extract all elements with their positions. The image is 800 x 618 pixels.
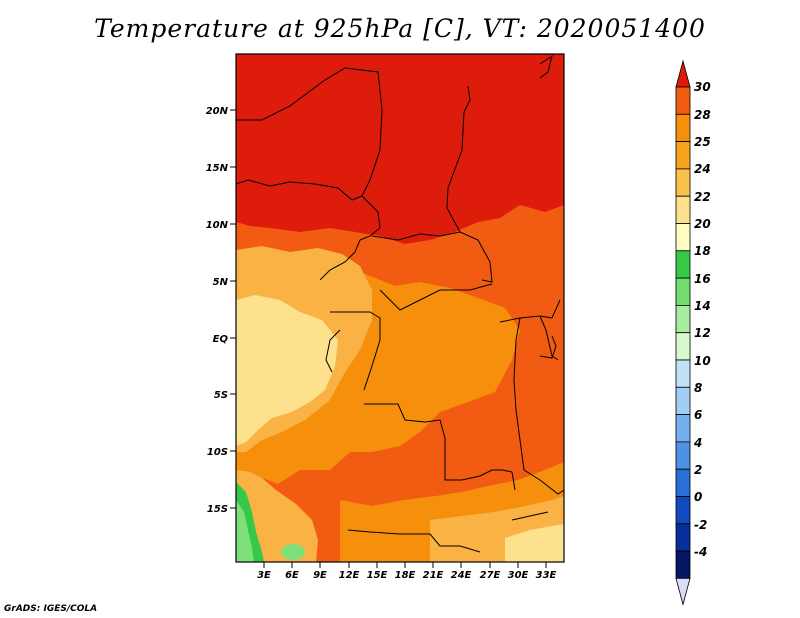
colorbar-label-neg2: -2 xyxy=(694,518,707,532)
colorbar-segment xyxy=(675,141,691,170)
lat-label-10n: 10N xyxy=(206,220,229,231)
colorbar-segment xyxy=(675,359,691,388)
fill-14-16-spot xyxy=(281,544,305,560)
lon-axis: 3E 6E 9E 12E 15E 18E 21E 24E 27E 30E 33E xyxy=(257,562,557,581)
lon-label-18e: 18E xyxy=(395,570,416,581)
colorbar-arrow-top xyxy=(675,59,691,88)
colorbar-label-14: 14 xyxy=(694,299,711,313)
lat-label-15n: 15N xyxy=(206,163,229,174)
lon-label-9e: 9E xyxy=(313,570,327,581)
colorbar-label-8: 8 xyxy=(694,381,702,395)
colorbar-segment xyxy=(675,304,691,334)
map-frame xyxy=(235,53,565,563)
fill-20-22 xyxy=(236,295,338,446)
grads-credit: GrADS: IGES/COLA xyxy=(4,604,98,614)
colorbar-label-10: 10 xyxy=(694,354,711,368)
lon-label-21e: 21E xyxy=(423,570,444,581)
lon-label-33e: 33E xyxy=(536,570,557,581)
colorbar-label-30: 30 xyxy=(694,80,711,94)
lat-label-5s: 5S xyxy=(214,390,228,401)
borders xyxy=(236,54,564,553)
lon-label-27e: 27E xyxy=(480,570,501,581)
lat-label-5n: 5N xyxy=(213,277,229,288)
chart-title: Temperature at 925hPa [C], VT: 202005140… xyxy=(94,14,706,43)
colorbar-segment xyxy=(675,195,691,224)
colorbar-label-20: 20 xyxy=(694,217,711,231)
colorbar xyxy=(675,59,691,606)
colorbar-segment xyxy=(675,523,691,552)
colorbar-label-2: 2 xyxy=(694,463,702,477)
fill-20-22-se xyxy=(505,524,564,562)
lat-label-20n: 20N xyxy=(206,106,229,117)
colorbar-segment xyxy=(675,550,691,579)
lon-label-30e: 30E xyxy=(508,570,529,581)
colorbar-label-22: 22 xyxy=(694,190,711,204)
colorbar-label-neg4: -4 xyxy=(694,545,707,559)
colorbar-label-16: 16 xyxy=(694,272,711,286)
lat-label-eq: EQ xyxy=(213,334,229,345)
colorbar-label-24: 24 xyxy=(694,162,711,176)
colorbar-segment xyxy=(675,386,691,415)
lon-label-12e: 12E xyxy=(339,570,360,581)
colorbar-segment xyxy=(675,277,691,306)
colorbar-label-25: 25 xyxy=(694,135,711,149)
colorbar-label-28: 28 xyxy=(694,108,711,122)
colorbar-arrow-bottom xyxy=(675,578,691,606)
lon-label-24e: 24E xyxy=(451,570,472,581)
colorbar-segment xyxy=(675,332,691,361)
colorbar-label-12: 12 xyxy=(694,326,711,340)
colorbar-label-4: 4 xyxy=(693,436,702,450)
lon-label-15e: 15E xyxy=(367,570,388,581)
colorbar-segment xyxy=(675,86,691,115)
colorbar-segment xyxy=(675,168,691,197)
lat-label-15s: 15S xyxy=(207,504,228,515)
colorbar-segment xyxy=(675,496,691,525)
colorbar-segment xyxy=(675,441,691,470)
colorbar-labels: 30 28 25 24 22 20 18 16 14 12 10 8 6 4 2… xyxy=(693,80,711,559)
lat-label-10s: 10S xyxy=(207,447,228,458)
colorbar-label-0: 0 xyxy=(694,490,702,504)
colorbar-label-18: 18 xyxy=(694,244,711,258)
colorbar-segment xyxy=(675,223,691,252)
lon-label-3e: 3E xyxy=(257,570,271,581)
lat-axis: 20N 15N 10N 5N EQ 5S 10S 15S xyxy=(206,106,236,515)
colorbar-segment xyxy=(675,250,691,279)
colorbar-segment xyxy=(675,468,691,497)
colorbar-label-6: 6 xyxy=(694,408,702,422)
colorbar-segment xyxy=(675,113,691,143)
fill-14-16 xyxy=(236,500,254,562)
colorbar-segment xyxy=(675,414,691,443)
lon-label-6e: 6E xyxy=(285,570,299,581)
temperature-fill xyxy=(236,54,564,562)
fill-gt28 xyxy=(236,54,564,244)
